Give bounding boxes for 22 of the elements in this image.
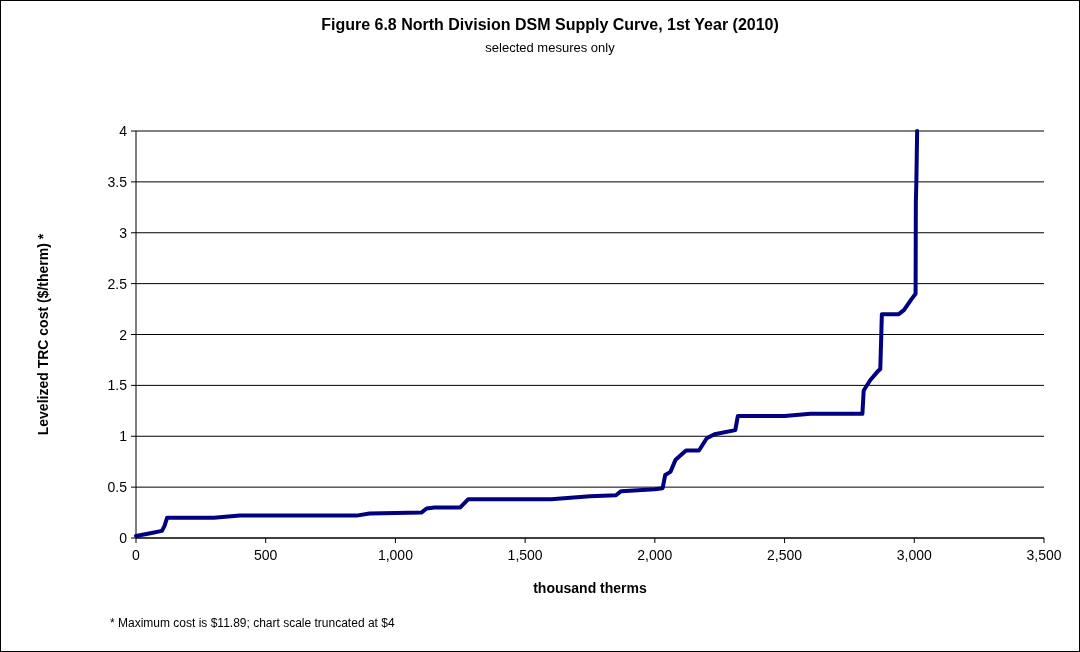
chart-title: Figure 6.8 North Division DSM Supply Curve, 1st Year (2010)	[321, 16, 779, 33]
y-tick-label: 3	[119, 224, 128, 241]
chart-subtitle: selected mesures only	[485, 40, 616, 55]
x-tick-label: 2,500	[767, 547, 803, 563]
y-tick-label: 2	[119, 326, 128, 343]
y-tick-label: 3.5	[107, 173, 128, 190]
x-tick-label: 0	[132, 547, 141, 563]
text: * Maximum cost is $11.89; chart scale truncated at $4	[110, 616, 395, 630]
x-tick-label: 1,500	[507, 547, 543, 563]
x-tick-label: 2,000	[637, 547, 673, 563]
x-tick-label: 500	[254, 547, 278, 563]
x-axis-title: thousand therms	[533, 580, 647, 596]
y-tick-label: 1.5	[107, 377, 128, 394]
x-tick-label: 1,000	[377, 547, 414, 563]
y-tick-label: 4	[119, 123, 128, 139]
y-tick-label: 1	[119, 428, 128, 445]
x-tick-label: 3,500	[1026, 547, 1062, 563]
x-tick-label: 3,000	[896, 547, 933, 563]
y-tick-label: 0.5	[107, 479, 128, 496]
y-tick-label: 0	[119, 530, 128, 546]
y-tick-label: 2.5	[107, 275, 128, 292]
y-axis-title: Levelized TRC cost ($/therm) *	[35, 233, 51, 436]
